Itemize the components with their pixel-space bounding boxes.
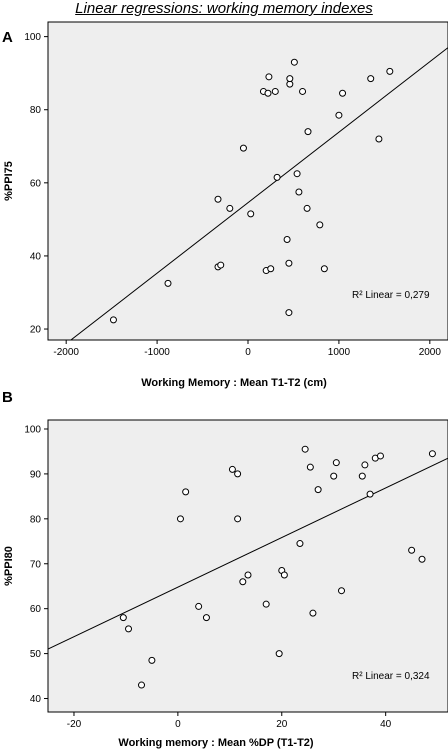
data-point	[304, 128, 312, 136]
data-point	[295, 188, 303, 196]
y-tick-label: 20	[30, 325, 42, 336]
y-tick-label: 40	[30, 694, 42, 705]
x-axis-label: Working memory : Mean %DP (T1-T2)	[118, 737, 314, 749]
data-point	[290, 58, 298, 66]
panel-letter: A	[2, 29, 13, 46]
data-point	[285, 259, 293, 267]
y-tick-label: 40	[30, 251, 42, 262]
data-point	[332, 459, 340, 467]
data-point	[271, 87, 279, 95]
data-point	[217, 261, 225, 269]
data-point	[293, 170, 301, 178]
fit-line	[70, 47, 448, 340]
data-point	[119, 614, 127, 622]
data-point	[335, 111, 343, 119]
data-point	[176, 515, 184, 523]
data-point	[182, 488, 190, 496]
data-point	[375, 135, 383, 143]
data-point	[306, 463, 314, 471]
data-point	[299, 87, 307, 95]
data-point	[358, 472, 366, 480]
data-point	[408, 546, 416, 554]
y-tick-label: 70	[30, 559, 42, 570]
data-point	[283, 235, 291, 243]
data-point	[376, 452, 384, 460]
x-tick-label: 1000	[328, 347, 351, 358]
y-tick-label: 80	[30, 514, 42, 525]
data-point	[226, 204, 234, 212]
y-axis-label: %PPI75	[3, 161, 15, 201]
x-axis-label: Working Memory : Mean T1-T2 (cm)	[141, 377, 327, 389]
data-point	[338, 587, 346, 595]
data-point	[418, 555, 426, 563]
data-point	[301, 445, 309, 453]
data-point	[239, 144, 247, 152]
data-point	[125, 625, 133, 633]
data-point	[303, 204, 311, 212]
data-point	[262, 600, 270, 608]
data-point	[285, 309, 293, 317]
data-point	[202, 614, 210, 622]
data-point	[267, 265, 275, 273]
data-point	[228, 465, 236, 473]
data-point	[148, 656, 156, 664]
y-tick-label: 100	[24, 424, 41, 435]
data-point	[109, 316, 117, 324]
panel-b: B -20 0 20 40 40 50 60 70 80 90 100 R² Linear = 0,32…	[2, 389, 448, 749]
panel-letter: B	[2, 389, 13, 406]
data-point	[244, 571, 252, 579]
y-tick-label: 90	[30, 469, 42, 480]
data-point	[296, 540, 304, 548]
data-point	[247, 210, 255, 218]
data-point	[386, 67, 394, 75]
plot-frame	[47, 419, 448, 713]
y-axis-label: %PPI80	[3, 546, 15, 586]
data-point	[330, 472, 338, 480]
data-point	[366, 490, 374, 498]
data-point	[164, 279, 172, 287]
data-point	[265, 73, 273, 81]
data-point	[280, 571, 288, 579]
y-tick-label: 60	[30, 178, 42, 189]
data-point	[239, 578, 247, 586]
data-point	[314, 486, 322, 494]
data-point	[339, 89, 347, 97]
data-point	[428, 450, 436, 458]
data-point	[195, 602, 203, 610]
x-tick-label: 0	[175, 719, 181, 730]
r2-label: R² Linear = 0,324	[352, 671, 430, 682]
x-tick-label: -20	[67, 719, 82, 730]
data-point	[214, 195, 222, 203]
x-tick-label: -2000	[53, 347, 79, 358]
data-point	[273, 173, 281, 181]
data-point	[138, 681, 146, 689]
y-tick-label: 80	[30, 105, 42, 116]
data-point	[234, 515, 242, 523]
plot-area	[48, 420, 448, 712]
data-point	[275, 650, 283, 658]
x-tick-label: 2000	[419, 347, 442, 358]
panel-a: A -2000 -1000 0 1000 2000 20 40 60 80 100 R² Linear…	[2, 21, 448, 389]
y-tick-label: 50	[30, 649, 42, 660]
r2-label: R² Linear = 0,279	[352, 290, 430, 301]
figure-title: Linear regressions: working memory index…	[75, 0, 373, 17]
plot-area	[48, 22, 448, 340]
x-tick-label: 20	[276, 719, 288, 730]
fit-line	[48, 457, 448, 650]
data-point	[264, 89, 272, 97]
data-point	[320, 265, 328, 273]
x-tick-label: -1000	[144, 347, 170, 358]
y-tick-label: 100	[24, 32, 41, 43]
data-point	[316, 221, 324, 229]
data-point	[309, 609, 317, 617]
x-tick-label: 0	[245, 347, 251, 358]
data-point	[367, 75, 375, 83]
data-point	[286, 75, 294, 83]
y-tick-label: 60	[30, 604, 42, 615]
data-point	[361, 461, 369, 469]
data-point	[234, 470, 242, 478]
x-tick-label: 40	[380, 719, 392, 730]
